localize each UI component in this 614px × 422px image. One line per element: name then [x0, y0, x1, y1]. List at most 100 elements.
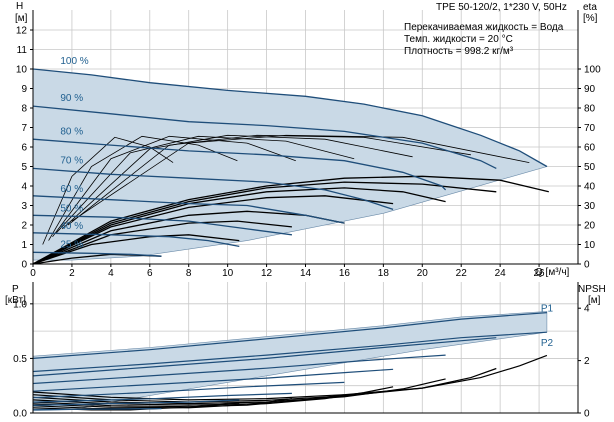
- isoefficiency-curve: [71, 134, 530, 222]
- power-curve-label: P2: [541, 338, 554, 349]
- npsh-curve: [32, 398, 292, 409]
- eta-tick-label: 80: [584, 104, 596, 115]
- npsh-curve: [32, 367, 497, 403]
- eta-tick-label: 40: [584, 182, 596, 193]
- x-tick-label: 2: [69, 268, 75, 279]
- h-tick-label: 4: [21, 182, 27, 193]
- speed-curves: [32, 68, 548, 257]
- power-curve: [32, 312, 547, 359]
- efficiency-curve: [32, 187, 446, 265]
- power-curve: [32, 381, 345, 399]
- eta-tick-label: 90: [584, 84, 596, 95]
- isoefficiency-curve: [52, 135, 296, 237]
- isoefficiency-curves: [42, 134, 530, 245]
- p-tick-label: 0.5: [13, 354, 27, 365]
- x-tick-label: 14: [300, 268, 312, 279]
- x-tick-label: 16: [339, 268, 351, 279]
- annotation-temperature: Темп. жидкости = 20 °C: [404, 34, 513, 45]
- p-axis-label: P: [12, 284, 19, 295]
- p-tick-label: 1.0: [13, 299, 27, 310]
- p-tick-label: 0.0: [13, 409, 27, 420]
- h-tick-label: 8: [21, 104, 27, 115]
- isoefficiency-curve: [48, 135, 238, 241]
- x-tick-label: 20: [417, 268, 429, 279]
- eta-tick-label: 0: [584, 260, 590, 271]
- power-curve-label: P1: [541, 304, 554, 315]
- h-axis-label: H: [16, 1, 23, 12]
- power-curve-labels: P1 P2: [541, 304, 554, 350]
- eta-tick-label: 100: [584, 65, 601, 76]
- q-axis-label: Q [м³/ч]: [535, 267, 570, 278]
- x-tick-label: 4: [108, 268, 114, 279]
- h-axis-unit: [м]: [15, 13, 28, 24]
- speed-curve-label: 90 %: [60, 93, 83, 104]
- top-panel: 0 2 4 6 8 10 12 14 16 18 20 22 24 2601234567891011120…: [15, 1, 601, 279]
- x-tick-label: 24: [495, 268, 507, 279]
- h-tick-label: 9: [21, 84, 27, 95]
- h-tick-label: 1: [21, 240, 27, 251]
- speed-curve-label: 60 %: [60, 184, 83, 195]
- h-tick-label: 3: [21, 201, 27, 212]
- top-tick-labels: 0 2 4 6 8 10 12 14 16 18 20 22 24 2601234567891011120…: [16, 26, 601, 280]
- speed-curve: [32, 105, 497, 169]
- speed-curve-label: 25 %: [60, 239, 83, 250]
- h-tick-label: 11: [17, 45, 28, 56]
- speed-curve: [32, 167, 394, 211]
- speed-curve: [32, 232, 240, 248]
- x-tick-label: 12: [261, 268, 273, 279]
- h-tick-label: 6: [21, 143, 27, 154]
- h-tick-label: 7: [21, 123, 27, 134]
- power-curve: [32, 408, 162, 411]
- eta-tick-label: 20: [584, 221, 596, 232]
- bottom-tick-labels: 0.0 0.5 1.0 0 2 4: [13, 299, 590, 419]
- npsh-tick-label: 4: [584, 304, 590, 315]
- x-tick-label: 8: [186, 268, 192, 279]
- isoefficiency-curve: [67, 134, 471, 226]
- eta-tick-label: 50: [584, 162, 596, 173]
- npsh-axis-unit: [м]: [588, 295, 601, 306]
- power-curve: [32, 392, 292, 403]
- x-tick-label: 22: [456, 268, 468, 279]
- annotation-density: Плотность = 998.2 кг/м³: [404, 46, 514, 57]
- speed-curve: [32, 214, 292, 236]
- eta-axis-label: eta: [583, 2, 597, 13]
- power-curve: [32, 331, 547, 373]
- npsh-tick-label: 2: [584, 356, 590, 367]
- operating-region: [32, 311, 548, 412]
- bottom-panel: 0.0 0.5 1.0 0 2 4 P1 P2 P [кВт] NPSH [м]: [5, 282, 606, 420]
- isoefficiency-curve: [61, 134, 413, 230]
- h-tick-label: 0: [21, 260, 27, 271]
- npsh-tick-label: 0: [584, 409, 590, 420]
- efficiency-curve: [32, 195, 394, 265]
- h-tick-label: 12: [16, 26, 28, 37]
- x-tick-label: 6: [147, 268, 153, 279]
- speed-curve: [32, 138, 447, 191]
- p-axis-unit: [кВт]: [5, 295, 26, 306]
- speed-curve: [32, 195, 345, 224]
- power-curve: [32, 337, 497, 377]
- speed-curve-label: 80 %: [60, 126, 83, 137]
- efficiency-curve: [32, 220, 292, 265]
- npsh-axis-label: NPSH: [578, 284, 606, 295]
- power-curve: [32, 368, 394, 392]
- speed-curve-label: 50 %: [60, 203, 83, 214]
- power-curve: [32, 399, 240, 406]
- bottom-operating-region: [32, 311, 548, 412]
- eta-tick-label: 10: [584, 240, 596, 251]
- x-tick-label: 26: [534, 268, 546, 279]
- annotation-fluid: Перекачиваемая жидкость = Вода: [404, 22, 564, 33]
- efficiency-curve: [32, 181, 497, 265]
- h-tick-label: 2: [21, 221, 27, 232]
- isoefficiency-curve: [56, 135, 355, 234]
- power-curves: [32, 312, 547, 411]
- x-tick-label: 0: [30, 268, 36, 279]
- x-tick-label: 10: [222, 268, 234, 279]
- h-tick-label: 5: [21, 162, 27, 173]
- eta-tick-label: 60: [584, 143, 596, 154]
- power-curve: [32, 354, 446, 385]
- isoefficiency-curve: [42, 136, 174, 245]
- eta-axis-unit: [%]: [583, 13, 598, 24]
- eta-tick-label: 70: [584, 123, 596, 134]
- eta-tick-label: 30: [584, 201, 596, 212]
- speed-curve-label: 40 %: [60, 221, 83, 232]
